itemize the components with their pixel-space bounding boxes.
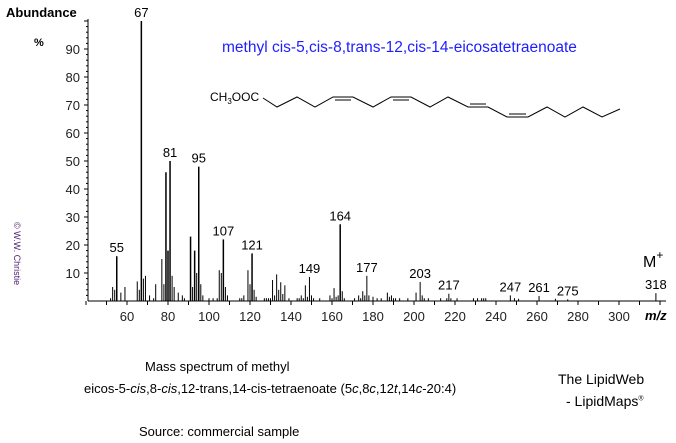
peak-label-149: 149 [299, 261, 321, 276]
y-tick-label: 50 [66, 154, 80, 169]
peak-label-81: 81 [163, 145, 177, 160]
peak-label-164: 164 [329, 208, 351, 223]
molecular-ion-label: M+ [643, 248, 663, 271]
x-tick-label: 300 [608, 309, 630, 324]
peak-label-55: 55 [110, 240, 124, 255]
peak-label-95: 95 [192, 151, 206, 166]
y-axis-unit: % [34, 37, 44, 49]
y-axis-title: Abundance [6, 5, 77, 20]
copyright: © W.W. Christie [12, 222, 22, 285]
y-tick-label: 10 [66, 266, 80, 281]
svg-text:CH3OOC: CH3OOC [210, 90, 259, 106]
peak-label-177: 177 [356, 260, 378, 275]
y-tick-label: 80 [66, 70, 80, 85]
peak-label-121: 121 [241, 237, 263, 252]
caption-source: Source: commercial sample [139, 424, 300, 439]
peak-label-217: 217 [438, 278, 460, 293]
y-tick-label: 60 [66, 126, 80, 141]
brand-line-1: The LipidWeb [558, 371, 645, 387]
peak-label-318: 318 [645, 277, 667, 292]
y-tick-label: 20 [66, 238, 80, 253]
peak-label-107: 107 [212, 223, 234, 238]
peak-label-247: 247 [499, 279, 521, 294]
y-tick-label: 70 [66, 98, 80, 113]
x-tick-label: 180 [362, 309, 384, 324]
peak-label-203: 203 [409, 266, 431, 281]
x-tick-label: 80 [161, 309, 175, 324]
x-axis-title: m/z [645, 308, 667, 323]
peaks [110, 21, 657, 301]
y-tick-label: 90 [66, 42, 80, 57]
axes: 60 80 100 120 140 160 180 200 220 240 260 280 300 10 2… [66, 19, 666, 324]
caption-line-2: eicos-5-cis,8-cis,12-trans,14-cis-tetrae… [84, 381, 457, 396]
x-tick-label: 200 [403, 309, 425, 324]
y-tick-label: 30 [66, 210, 80, 225]
brand-line-2: - LipidMaps® [566, 393, 644, 409]
structure-diagram: CH3OOC [210, 90, 621, 118]
chart-title: methyl cis-5,cis-8,trans-12,cis-14-eicos… [222, 39, 577, 56]
peak-label-67: 67 [134, 5, 148, 20]
peak-label-275: 275 [557, 283, 579, 298]
peak-label-261: 261 [528, 280, 550, 295]
caption-line-1: Mass spectrum of methyl [145, 359, 290, 374]
x-tick-label: 60 [120, 309, 134, 324]
peak-labels: 55 67 81 95 107 121 149 164 177 203 217 247 261 275 31… [110, 5, 667, 298]
x-tick-label: 220 [444, 309, 466, 324]
x-tick-label: 280 [567, 309, 589, 324]
y-tick-label: 40 [66, 182, 80, 197]
x-tick-label: 120 [239, 309, 261, 324]
x-tick-label: 140 [280, 309, 302, 324]
x-tick-label: 260 [526, 309, 548, 324]
x-tick-label: 240 [485, 309, 507, 324]
x-tick-label: 160 [321, 309, 343, 324]
x-tick-label: 100 [198, 309, 220, 324]
